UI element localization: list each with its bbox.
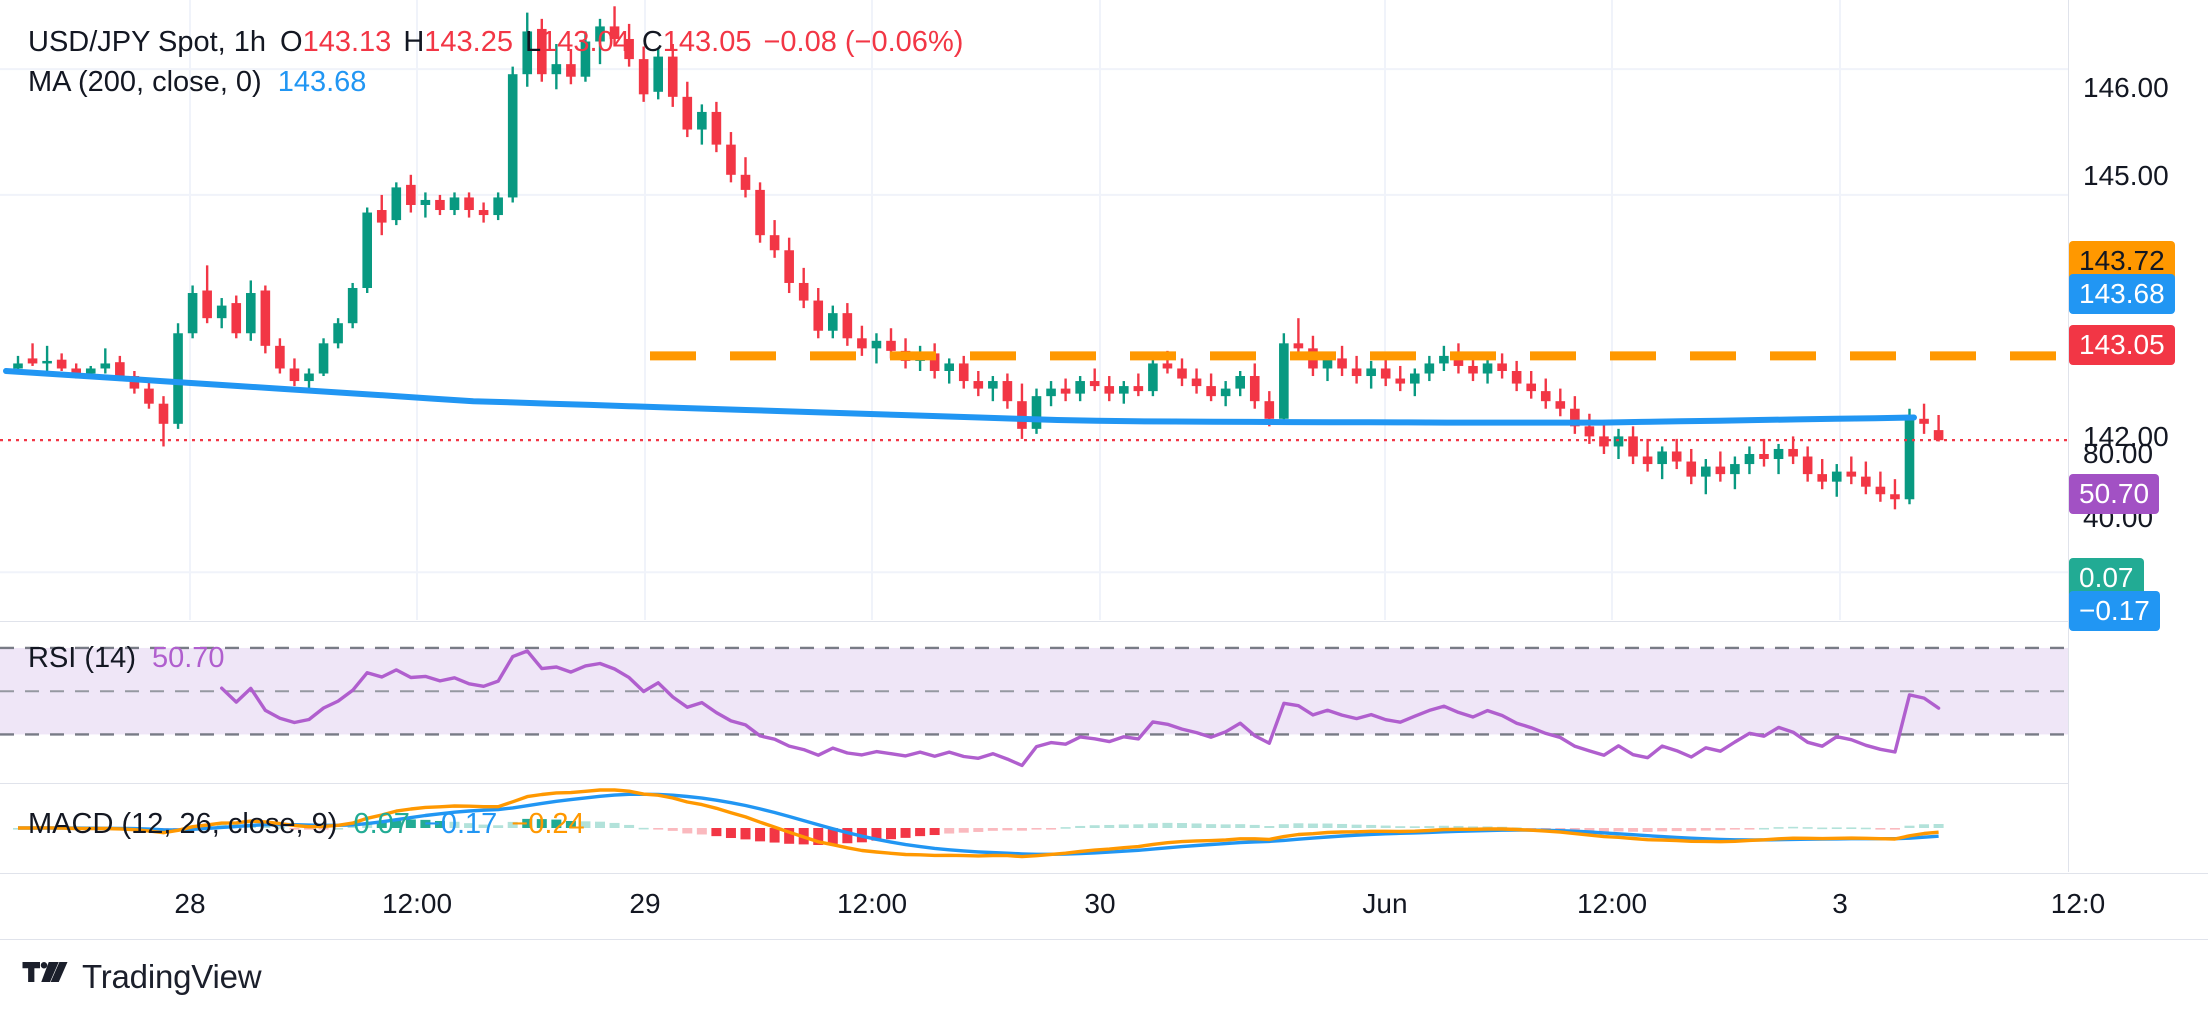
time-tick: 12:00: [381, 888, 453, 919]
time-tick: 12:00: [1576, 888, 1648, 919]
rsi-plot: [0, 646, 2068, 768]
rsi-tick: 80.00: [2083, 438, 2154, 469]
tradingview-wordmark: TradingView: [82, 957, 262, 995]
time-tick: Jun: [1362, 888, 1408, 919]
chart-panes[interactable]: [0, 0, 2208, 872]
rsi-pane[interactable]: [0, 622, 2068, 782]
macd-plot: [13, 788, 1944, 859]
tradingview-mark-icon: [22, 961, 68, 982]
time-tick: 12:00: [836, 888, 908, 919]
ma-value-badge[interactable]: 143.68: [2069, 274, 2175, 314]
macd-pane[interactable]: [0, 784, 2068, 872]
time-tick: 30: [1084, 888, 1116, 919]
macd-signal-badge[interactable]: −0.17: [2069, 591, 2160, 631]
rsi-value-badge[interactable]: 50.70: [2069, 474, 2160, 514]
footer: TradingView: [0, 939, 2208, 1013]
pane-divider-1: [0, 621, 2208, 622]
price-pane[interactable]: [0, 0, 2068, 620]
tradingview-logo[interactable]: TradingView: [22, 957, 262, 996]
pane-divider-2: [0, 783, 2208, 784]
time-tick: 12:0: [2050, 888, 2106, 919]
time-tick: 28: [174, 888, 206, 919]
last-price-badge[interactable]: 143.05: [2069, 325, 2175, 365]
time-tick: 29: [629, 888, 661, 919]
price-axis[interactable]: 146.00 145.00 142.00 80.00 40.00 143.72 …: [2068, 0, 2208, 872]
price-tick: 146.00: [2083, 72, 2169, 103]
price-tick: 142.00: [2083, 421, 2169, 452]
price-plot: [0, 0, 2068, 620]
time-axis[interactable]: 28 12:00 29 12:00 30 Jun 12:00 3 12:0: [0, 873, 2208, 940]
time-tick: 3: [1832, 888, 1848, 919]
price-tick: 145.00: [2083, 160, 2169, 191]
